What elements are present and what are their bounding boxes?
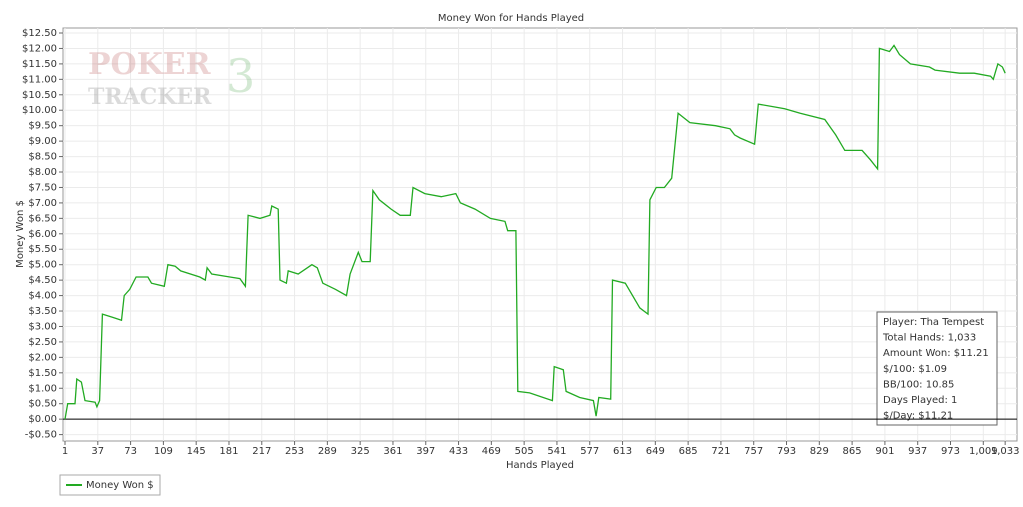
x-tick-label: 613 bbox=[613, 446, 632, 457]
y-tick-label: $7.50 bbox=[28, 182, 57, 193]
x-tick-label: 289 bbox=[318, 446, 337, 457]
x-tick-label: 649 bbox=[646, 446, 665, 457]
x-tick-label: 793 bbox=[777, 446, 796, 457]
x-tick-label: 361 bbox=[383, 446, 402, 457]
x-tick-label: 505 bbox=[515, 446, 534, 457]
y-tick-label: $2.50 bbox=[28, 337, 57, 348]
x-tick-label: 73 bbox=[124, 446, 137, 457]
y-tick-label: $10.50 bbox=[22, 90, 57, 101]
y-tick-label: $10.00 bbox=[22, 105, 57, 116]
info-line: Amount Won: $11.21 bbox=[883, 348, 989, 359]
x-tick-label: 577 bbox=[580, 446, 599, 457]
y-tick-label: $5.00 bbox=[28, 260, 57, 271]
info-line: Days Played: 1 bbox=[883, 395, 957, 406]
x-tick-label: 145 bbox=[187, 446, 206, 457]
watermark-text: TRACKER bbox=[88, 84, 212, 110]
x-tick-label: 253 bbox=[285, 446, 304, 457]
y-tick-label: $12.00 bbox=[22, 43, 57, 54]
y-tick-label: $8.50 bbox=[28, 152, 57, 163]
info-box bbox=[876, 311, 998, 426]
x-tick-label: 181 bbox=[219, 446, 238, 457]
info-lines: Player: Tha Tempest Total Hands: 1,033 Amo… bbox=[882, 317, 989, 422]
y-tick-label: $4.00 bbox=[28, 291, 57, 302]
y-tick-label: $6.00 bbox=[28, 229, 57, 240]
y-tick-label: $11.50 bbox=[22, 59, 57, 70]
x-tick-label: 397 bbox=[416, 446, 435, 457]
y-tick-label: -$0.50 bbox=[25, 430, 57, 441]
y-tick-label: $1.00 bbox=[28, 383, 57, 394]
x-tick-label: 685 bbox=[679, 446, 698, 457]
x-tick-label: 541 bbox=[547, 446, 566, 457]
x-tick-label: 1,009 bbox=[969, 446, 998, 457]
y-tick-label: $8.00 bbox=[28, 167, 57, 178]
y-tick-label: $3.00 bbox=[28, 321, 57, 332]
x-tick-label: 1 bbox=[62, 446, 68, 457]
chart-title: Money Won for Hands Played bbox=[438, 13, 584, 24]
x-tick-label: 109 bbox=[154, 446, 173, 457]
info-line: $/Day: $11.21 bbox=[883, 411, 953, 422]
legend bbox=[59, 474, 161, 496]
x-tick-label: 865 bbox=[843, 446, 862, 457]
x-tick-label: 829 bbox=[810, 446, 829, 457]
y-tick-label: $0.00 bbox=[28, 414, 57, 425]
y-tick-label: $11.00 bbox=[22, 74, 57, 85]
x-tick-label: 937 bbox=[908, 446, 927, 457]
y-tick-label: $9.50 bbox=[28, 121, 57, 132]
y-tick-label: $1.50 bbox=[28, 368, 57, 379]
info-line: $/100: $1.09 bbox=[883, 364, 947, 375]
x-tick-label: 325 bbox=[351, 446, 370, 457]
info-line: BB/100: 10.85 bbox=[883, 379, 954, 390]
plot-area bbox=[62, 27, 1018, 442]
y-tick-label: $4.50 bbox=[28, 275, 57, 286]
x-tick-label: 217 bbox=[252, 446, 271, 457]
watermark: POKER TRACKER 3 bbox=[88, 47, 255, 110]
y-axis-label: Money Won $ bbox=[15, 200, 26, 268]
watermark-text: 3 bbox=[226, 49, 255, 103]
x-tick-label: 469 bbox=[482, 446, 501, 457]
y-tick-label: $9.00 bbox=[28, 136, 57, 147]
y-tick-label: $7.00 bbox=[28, 198, 57, 209]
x-tick-label: 721 bbox=[711, 446, 730, 457]
y-tick-label: $2.00 bbox=[28, 352, 57, 363]
data-line bbox=[64, 44, 1006, 420]
y-tick-label: $6.50 bbox=[28, 213, 57, 224]
y-tick-label: $0.50 bbox=[28, 399, 57, 410]
info-line: Player: Tha Tempest bbox=[883, 317, 984, 328]
x-tick-label: 1,033 bbox=[991, 446, 1020, 457]
x-tick-label: 37 bbox=[91, 446, 104, 457]
watermark-text: POKER bbox=[88, 47, 212, 82]
x-tick-label: 901 bbox=[875, 446, 894, 457]
y-tick-label: $5.50 bbox=[28, 244, 57, 255]
x-tick-label: 433 bbox=[449, 446, 468, 457]
y-tick-label: $3.50 bbox=[28, 306, 57, 317]
legend-label: Money Won $ bbox=[86, 480, 154, 491]
x-tick-label: 973 bbox=[941, 446, 960, 457]
y-tick-label: $12.50 bbox=[22, 28, 57, 39]
info-line: Total Hands: 1,033 bbox=[882, 333, 976, 344]
x-axis-label: Hands Played bbox=[506, 460, 574, 471]
x-tick-label: 757 bbox=[744, 446, 763, 457]
